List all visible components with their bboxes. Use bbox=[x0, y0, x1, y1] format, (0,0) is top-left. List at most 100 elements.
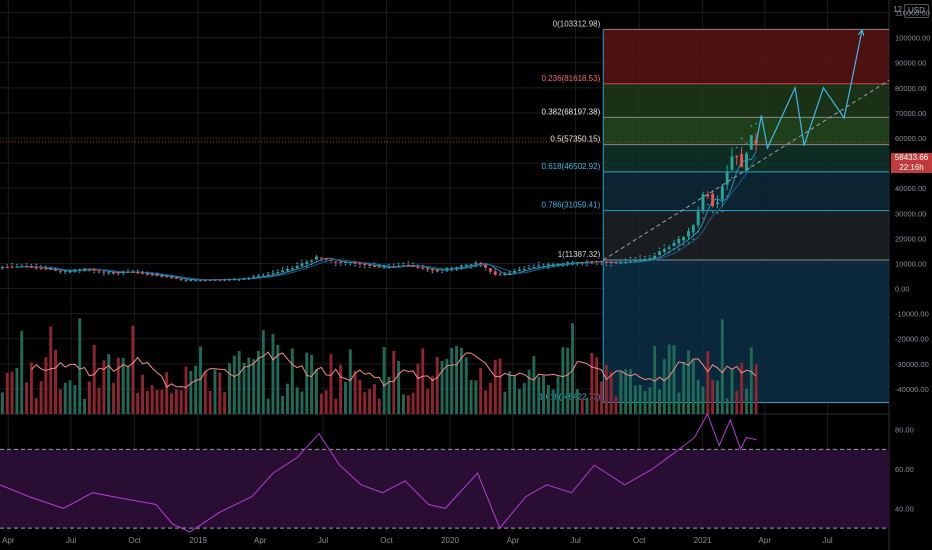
candle-body bbox=[184, 279, 188, 281]
sar-dot bbox=[161, 274, 163, 276]
price-axis-label: 20000.00 bbox=[895, 234, 926, 243]
volume-bar bbox=[10, 371, 14, 414]
projection-path[interactable] bbox=[602, 28, 890, 261]
sar-dot bbox=[470, 267, 472, 269]
sar-dot bbox=[484, 268, 487, 271]
sar-dot bbox=[571, 263, 574, 266]
sar-dot bbox=[383, 264, 385, 267]
candle-body bbox=[300, 263, 304, 267]
sar-dot bbox=[436, 270, 439, 273]
volume-bar bbox=[716, 380, 719, 414]
candle-body bbox=[643, 258, 647, 260]
volume-bar bbox=[561, 347, 565, 414]
volume-bar bbox=[29, 362, 33, 414]
current-price-tag: 58433.66 22:16h bbox=[891, 153, 932, 173]
candle-body bbox=[464, 264, 468, 266]
volume-bar bbox=[527, 369, 531, 414]
volume-bar bbox=[445, 358, 449, 414]
currency-badge[interactable]: USD bbox=[904, 4, 929, 18]
candle-body bbox=[662, 248, 666, 252]
time-axis-label: Jul bbox=[822, 536, 832, 545]
candle-body bbox=[522, 269, 526, 271]
candle-body bbox=[276, 272, 280, 274]
volume-bar bbox=[92, 344, 96, 414]
sar-dot bbox=[639, 255, 641, 257]
volume-bar bbox=[150, 385, 154, 414]
price-axis-label: -10000.00 bbox=[895, 310, 929, 319]
sar-dot bbox=[223, 279, 226, 282]
sar-dot bbox=[465, 266, 468, 269]
candle-body bbox=[527, 267, 531, 269]
sar-dot bbox=[49, 266, 52, 269]
sar-dot bbox=[141, 270, 144, 273]
sar-dot bbox=[726, 195, 728, 197]
candle-body bbox=[445, 268, 449, 270]
volume-bar bbox=[749, 347, 753, 414]
sar-dot bbox=[151, 272, 153, 275]
sar-dot bbox=[93, 271, 96, 274]
sar-dot bbox=[446, 270, 448, 272]
current-price-value: 58433.66 bbox=[894, 153, 929, 162]
sar-dot bbox=[30, 263, 33, 266]
sar-dot bbox=[455, 269, 458, 272]
rsi-pane bbox=[0, 412, 889, 533]
volume-bar bbox=[179, 390, 183, 414]
sar-dot bbox=[233, 279, 236, 281]
sar-dot bbox=[320, 259, 323, 262]
volume-bar bbox=[353, 370, 357, 414]
volume-bar bbox=[49, 326, 53, 414]
volume-bar bbox=[517, 388, 521, 414]
volume-ma-line bbox=[31, 351, 757, 388]
volume-bar bbox=[39, 381, 43, 414]
volume-bar bbox=[112, 382, 115, 414]
candle-body bbox=[430, 269, 434, 271]
volume-bar bbox=[107, 354, 111, 414]
candle-body bbox=[290, 268, 294, 270]
candle-body bbox=[102, 271, 106, 273]
volume-bar bbox=[34, 398, 38, 414]
candle-body bbox=[372, 265, 376, 267]
volume-bar bbox=[754, 364, 758, 414]
sar-dot bbox=[277, 269, 279, 272]
candle-body bbox=[310, 260, 314, 262]
sar-dot bbox=[745, 142, 748, 145]
sar-dot bbox=[673, 248, 675, 250]
volume-bar bbox=[252, 359, 256, 414]
sar-dot bbox=[359, 266, 361, 268]
sar-dot bbox=[499, 272, 501, 274]
sar-dot bbox=[117, 273, 120, 276]
volume-bar bbox=[633, 385, 637, 414]
sar-dot bbox=[330, 261, 332, 264]
candle-body bbox=[745, 153, 748, 170]
candle-body bbox=[165, 276, 169, 278]
volume-bar bbox=[745, 388, 748, 414]
sar-dot bbox=[716, 212, 719, 214]
volume-bar bbox=[126, 366, 130, 414]
volume-bar bbox=[160, 389, 164, 414]
volume-bar bbox=[310, 354, 314, 414]
sar-dot bbox=[450, 269, 453, 272]
candle-body bbox=[691, 225, 695, 233]
volume-bar bbox=[189, 370, 193, 414]
sar-dot bbox=[107, 272, 110, 275]
sar-dot bbox=[262, 273, 265, 275]
volume-bars bbox=[0, 318, 758, 414]
volume-bar bbox=[653, 346, 657, 414]
volume-bar bbox=[305, 352, 309, 414]
candle-body bbox=[532, 266, 536, 268]
sar-dot bbox=[127, 269, 129, 271]
candle-body bbox=[411, 266, 415, 268]
volume-bar bbox=[261, 330, 265, 414]
sar-dot bbox=[190, 279, 192, 282]
candle-body bbox=[484, 264, 488, 268]
sar-dot bbox=[199, 279, 202, 282]
sar-dot bbox=[344, 263, 347, 266]
currency-badge-text: USD bbox=[908, 6, 925, 15]
sar-dot bbox=[562, 265, 564, 267]
sar-dot bbox=[170, 275, 173, 277]
price-axis-label: 10000.00 bbox=[895, 259, 926, 268]
candle-body bbox=[600, 261, 603, 263]
volume-bar bbox=[720, 319, 724, 414]
volume-bar bbox=[459, 347, 463, 414]
